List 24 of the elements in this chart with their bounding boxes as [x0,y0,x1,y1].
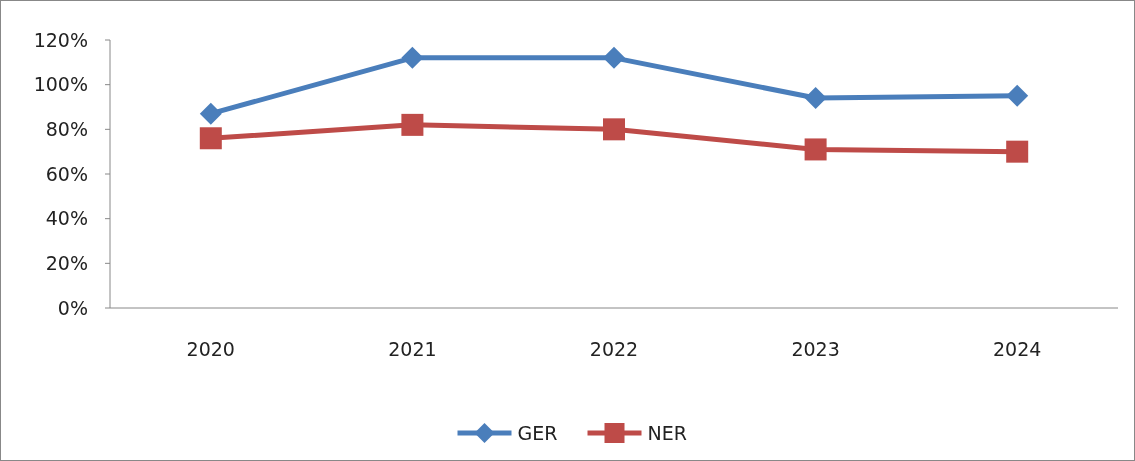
x-tick-label: 2022 [589,338,639,360]
point [199,102,222,125]
x-tick-label: 2023 [791,338,840,360]
point [401,46,424,69]
point [1006,84,1029,107]
point [1006,140,1029,163]
x-tick-label: 2024 [993,338,1042,360]
legend-label: NER [647,421,687,444]
y-tick-label: 120% [33,28,88,51]
point [804,138,827,161]
point [804,87,827,110]
x-tick-label: 2021 [388,338,437,360]
y-tick-label: 80% [45,117,88,140]
point [603,118,625,141]
legend-label: GER [517,421,558,444]
y-tick-label: 0% [57,296,88,319]
y-tick-label: 60% [45,162,88,185]
y-tick-label: 100% [33,73,88,96]
point [603,46,625,69]
y-tick-label: 40% [45,207,88,230]
x-tick-label: 2020 [186,338,235,360]
y-tick-label: 20% [45,251,88,274]
point [199,127,222,150]
point [401,113,424,136]
